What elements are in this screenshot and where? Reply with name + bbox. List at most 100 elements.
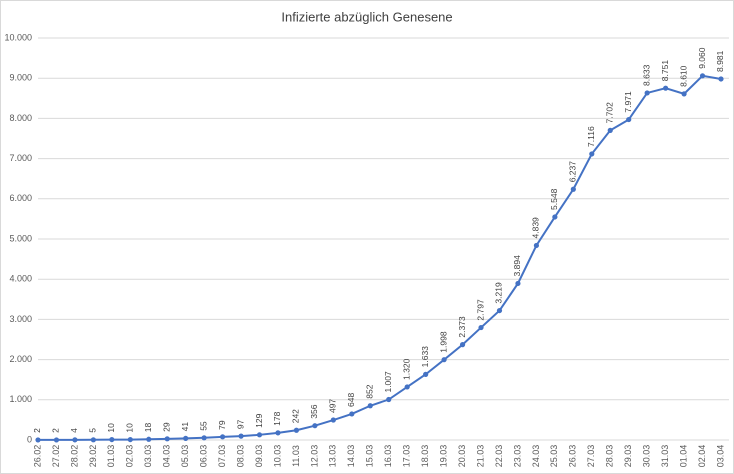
data-label: 5	[88, 428, 98, 433]
y-tick-label: 1.000	[9, 394, 32, 404]
x-tick-label: 05.03	[180, 445, 190, 468]
x-tick-label: 24.03	[531, 445, 541, 468]
data-point	[626, 116, 632, 123]
data-label: 3.219	[494, 282, 504, 304]
data-label: 3.894	[512, 255, 522, 277]
y-tick-label: 9.000	[9, 73, 32, 83]
data-point	[423, 371, 429, 377]
x-tick-label: 25.03	[549, 445, 559, 468]
y-tick-label: 5.000	[9, 233, 32, 243]
x-tick-label: 27.03	[586, 445, 596, 468]
x-tick-label: 28.02	[69, 445, 79, 468]
data-point	[496, 307, 503, 314]
data-label: 1.998	[438, 331, 448, 353]
x-tick-label: 16.03	[383, 445, 393, 468]
x-tick-label: 17.03	[402, 445, 412, 468]
x-tick-label: 15.03	[365, 445, 375, 468]
y-tick-label: 10.000	[4, 32, 32, 42]
data-point	[146, 436, 152, 442]
data-label: 10	[125, 423, 135, 433]
data-label: 356	[309, 404, 319, 418]
data-point	[386, 396, 392, 403]
y-tick-label: 8.000	[9, 113, 32, 123]
series-line	[38, 74, 722, 441]
x-tick-label: 30.03	[642, 445, 652, 468]
data-label: 2	[51, 428, 61, 433]
data-point	[441, 357, 447, 363]
chart-title: Infizierte abzüglich Genesene	[281, 9, 452, 24]
x-tick-label: 26.02	[32, 445, 42, 468]
x-tick-label: 14.03	[346, 445, 356, 468]
data-point	[201, 435, 207, 441]
data-label: 55	[198, 421, 208, 431]
data-point	[293, 427, 300, 433]
x-tick-label: 02.03	[125, 445, 135, 468]
data-label: 9.060	[697, 47, 707, 69]
data-label: 8.610	[678, 65, 688, 87]
data-label: 497	[328, 399, 338, 413]
data-point	[515, 280, 521, 287]
data-point	[35, 437, 41, 443]
data-label: 29	[161, 422, 171, 432]
x-tick-label: 04.03	[162, 445, 172, 468]
data-label: 7.702	[604, 102, 614, 124]
data-label: 79	[217, 420, 227, 430]
data-label: 7.971	[623, 91, 633, 113]
data-label: 97	[235, 419, 245, 429]
data-point	[349, 411, 355, 417]
x-tick-label: 19.03	[438, 445, 448, 468]
x-tick-label: 03.04	[715, 445, 725, 468]
data-point	[570, 186, 576, 192]
data-label: 1.007	[383, 371, 393, 393]
data-label: 1.320	[401, 358, 411, 380]
data-point	[718, 76, 724, 82]
data-point	[367, 403, 373, 409]
data-label: 41	[180, 422, 190, 432]
data-label: 8.751	[660, 60, 670, 82]
data-label: 5.548	[549, 188, 559, 210]
data-point	[699, 73, 706, 79]
data-label: 18	[143, 423, 153, 433]
data-label: 178	[272, 411, 282, 425]
x-tick-label: 10.03	[272, 445, 282, 468]
data-label: 129	[254, 413, 264, 427]
data-label: 242	[291, 409, 301, 423]
x-tick-label: 26.03	[568, 445, 578, 468]
y-tick-label: 0	[27, 434, 32, 444]
data-label: 852	[365, 384, 375, 398]
data-point	[589, 151, 595, 157]
data-label: 6.237	[568, 161, 578, 183]
x-tick-label: 21.03	[475, 445, 485, 468]
x-tick-label: 06.03	[199, 445, 209, 468]
x-tick-label: 20.03	[457, 445, 467, 468]
data-point	[275, 430, 281, 436]
y-tick-label: 3.000	[9, 314, 32, 324]
x-tick-label: 22.03	[494, 445, 504, 468]
data-point	[164, 436, 170, 442]
x-tick-label: 09.03	[254, 445, 264, 468]
x-tick-label: 12.03	[309, 445, 319, 468]
data-point	[552, 214, 558, 220]
x-tick-label: 29.03	[623, 445, 633, 468]
x-tick-label: 03.03	[143, 445, 153, 468]
data-label: 10	[106, 423, 116, 433]
data-point	[681, 91, 687, 97]
x-tick-label: 08.03	[235, 445, 245, 468]
data-point	[404, 384, 410, 390]
data-point	[330, 417, 336, 423]
x-tick-label: 27.02	[51, 445, 61, 468]
data-label: 7.116	[586, 126, 596, 147]
data-label: 648	[346, 392, 356, 406]
y-tick-label: 2.000	[9, 354, 32, 364]
data-point	[312, 423, 318, 429]
x-tick-label: 13.03	[328, 445, 338, 468]
data-label: 8.633	[641, 64, 651, 86]
x-tick-label: 28.03	[605, 445, 615, 468]
data-label: 2.797	[475, 299, 485, 321]
data-point	[183, 435, 189, 441]
data-point	[663, 85, 669, 91]
x-tick-label: 23.03	[512, 445, 522, 468]
data-point	[607, 127, 613, 133]
